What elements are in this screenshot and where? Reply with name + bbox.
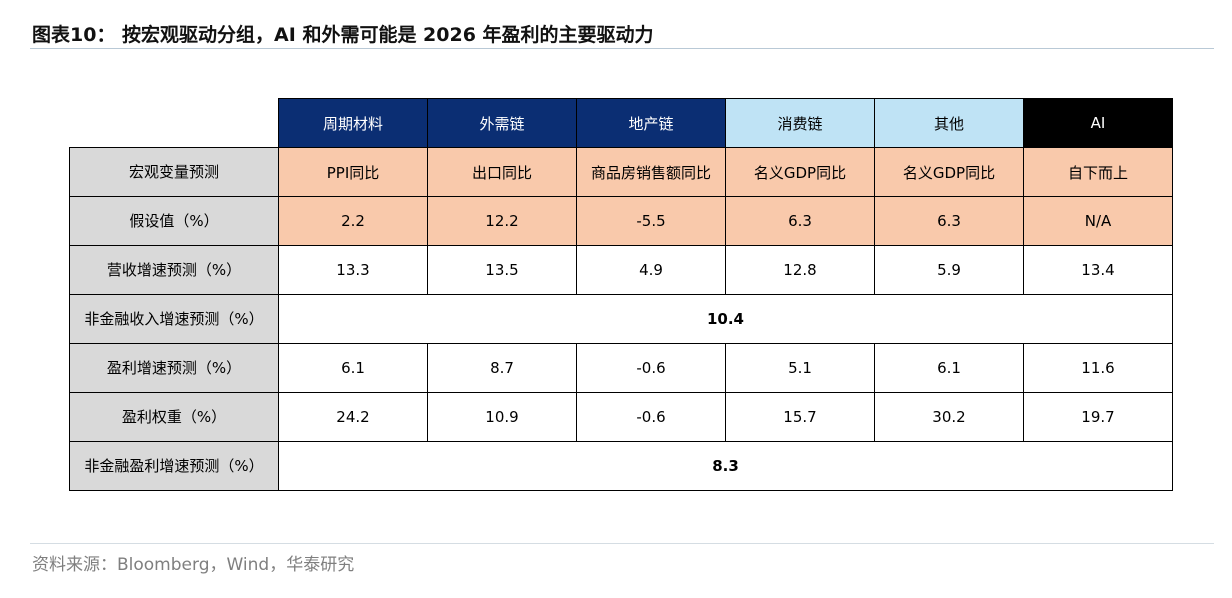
table-cell: 15.7 [725,392,875,442]
row-label: 假设值（%） [69,196,279,246]
table-cell: 12.2 [427,196,577,246]
table-cell: 商品房销售额同比 [576,147,726,197]
figure-title: 图表10： 按宏观驱动分组，AI 和外需可能是 2026 年盈利的主要驱动力 [32,24,654,46]
table-row: 非金融盈利增速预测（%） 8.3 [69,441,1173,491]
table-cell: -0.6 [576,392,726,442]
table-cell: 6.3 [725,196,875,246]
table-cell: -5.5 [576,196,726,246]
table-cell: 8.7 [427,343,577,393]
column-header: 消费链 [725,98,875,148]
table-cell: 名义GDP同比 [725,147,875,197]
table-row: 营收增速预测（%） 13.3 13.5 4.9 12.8 5.9 13.4 [69,245,1173,295]
table-header-row: 周期材料 外需链 地产链 消费链 其他 AI [70,98,1173,148]
table-cell: 13.3 [278,245,428,295]
table-cell: 2.2 [278,196,428,246]
table-cell: 5.9 [874,245,1024,295]
merged-cell: 8.3 [278,441,1173,491]
table-cell: 12.8 [725,245,875,295]
table-cell: 13.4 [1023,245,1173,295]
table-cell: 6.3 [874,196,1024,246]
table-cell: 24.2 [278,392,428,442]
row-label: 营收增速预测（%） [69,245,279,295]
column-header: 外需链 [427,98,577,148]
table-row: 盈利增速预测（%） 6.1 8.7 -0.6 5.1 6.1 11.6 [69,343,1173,393]
column-header: AI [1023,98,1173,148]
source-note: 资料来源：Bloomberg，Wind，华泰研究 [32,555,355,575]
table-cell: 5.1 [725,343,875,393]
table-row: 宏观变量预测 PPI同比 出口同比 商品房销售额同比 名义GDP同比 名义GDP… [69,147,1173,197]
row-label: 非金融收入增速预测（%） [69,294,279,344]
table-cell: 13.5 [427,245,577,295]
table-cell: 6.1 [278,343,428,393]
table-cell: 10.9 [427,392,577,442]
column-header: 地产链 [576,98,726,148]
column-header: 周期材料 [278,98,428,148]
merged-cell: 10.4 [278,294,1173,344]
table-cell: 19.7 [1023,392,1173,442]
table-cell: 30.2 [874,392,1024,442]
table-cell: 自下而上 [1023,147,1173,197]
title-divider [30,48,1214,49]
table-cell: 4.9 [576,245,726,295]
column-header: 其他 [874,98,1024,148]
source-divider [30,543,1214,544]
driver-table: 周期材料 外需链 地产链 消费链 其他 AI 宏观变量预测 PPI同比 出口同比… [69,98,1173,491]
table-row: 非金融收入增速预测（%） 10.4 [69,294,1173,344]
table-cell: -0.6 [576,343,726,393]
table-row: 盈利权重（%） 24.2 10.9 -0.6 15.7 30.2 19.7 [69,392,1173,442]
row-label: 盈利增速预测（%） [69,343,279,393]
table-cell: N/A [1023,196,1173,246]
table-cell: 6.1 [874,343,1024,393]
table-cell: PPI同比 [278,147,428,197]
row-label: 宏观变量预测 [69,147,279,197]
table-corner [70,99,279,148]
row-label: 非金融盈利增速预测（%） [69,441,279,491]
table-cell: 出口同比 [427,147,577,197]
table-cell: 11.6 [1023,343,1173,393]
table-cell: 名义GDP同比 [874,147,1024,197]
table-row: 假设值（%） 2.2 12.2 -5.5 6.3 6.3 N/A [69,196,1173,246]
row-label: 盈利权重（%） [69,392,279,442]
